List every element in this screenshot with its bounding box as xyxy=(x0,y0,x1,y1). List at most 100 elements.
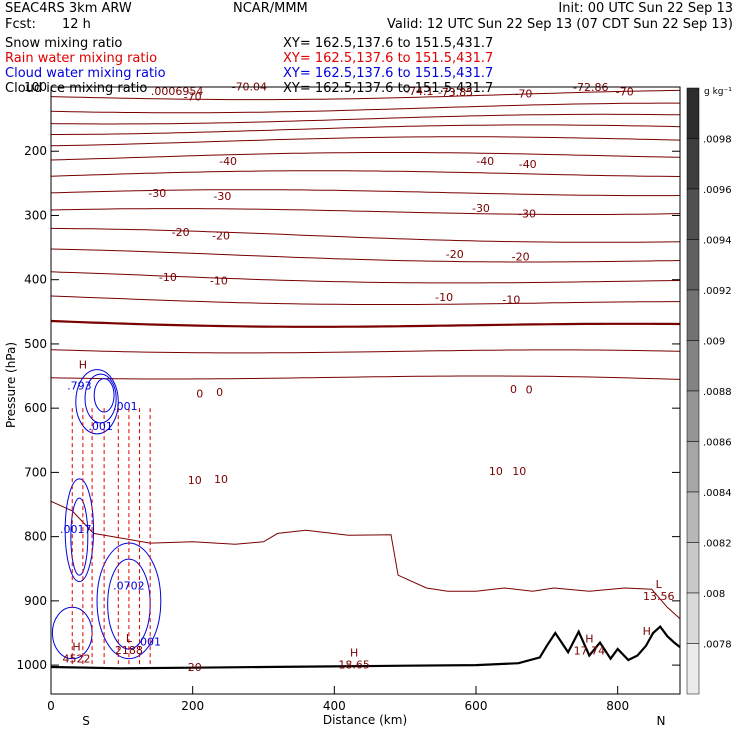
field-cloud-name: Cloud water mixing ratio xyxy=(5,66,166,81)
north-endpoint: N xyxy=(657,714,666,728)
cloud-label: .0702 xyxy=(113,579,145,592)
isotherm-line xyxy=(51,124,681,135)
isotherm-line xyxy=(50,113,681,125)
isotherm-line xyxy=(50,152,681,161)
x-tick-label: 0 xyxy=(47,699,55,713)
valid-time: Valid: 12 UTC Sun 22 Sep 13 (07 CDT Sun … xyxy=(387,17,733,32)
field-ice-xy: XY= 162.5,137.6 to 151.5,431.7 xyxy=(283,81,493,96)
isotherm-label: -20 xyxy=(446,248,464,261)
isotherm-label: 0 xyxy=(216,386,223,399)
top-annotation: .0006954 xyxy=(151,85,204,98)
isotherm-label: -10 xyxy=(159,271,177,284)
isotherm-label: -10 xyxy=(502,294,520,307)
cloud-label: .793 xyxy=(67,380,92,393)
top-annotation: -73.85 xyxy=(438,86,473,99)
colorbar-tick-label: .008 xyxy=(703,589,725,600)
y-tick-label: 900 xyxy=(24,594,47,608)
colorbar-tick-label: .0088 xyxy=(703,387,732,398)
isotherm-line xyxy=(50,248,681,263)
colorbar-unit: g kg⁻¹ xyxy=(704,87,732,97)
colorbar-swatch xyxy=(686,138,700,190)
isotherm-label: 0 xyxy=(196,387,203,400)
init-time: Init: 00 UTC Sun 22 Sep 13 xyxy=(558,1,733,16)
isotherm-label: -70 xyxy=(184,91,202,104)
colorbar-tick-label: .0082 xyxy=(703,539,732,550)
fcst-value: 12 h xyxy=(62,17,91,32)
colorbar-tick-label: .0086 xyxy=(703,438,732,449)
extremum-letter: L xyxy=(656,578,663,591)
x-tick-label: 600 xyxy=(465,699,488,713)
colorbar: .0098 .0096 .0094 .0092 .009 .0088 .0086 .0084.… xyxy=(686,87,732,695)
plot-frame xyxy=(50,86,681,695)
isotherm-line xyxy=(50,89,681,101)
y-tick-label: 200 xyxy=(24,144,47,158)
cloud-water-contour xyxy=(64,478,95,583)
isotherm-line xyxy=(50,208,681,215)
colorbar-swatch xyxy=(686,239,700,291)
field-rain-name: Rain water mixing ratio xyxy=(5,51,157,66)
x-tick-label: 800 xyxy=(606,699,629,713)
isotherm-label: -40 xyxy=(476,155,494,168)
isotherm-label: -20 xyxy=(172,226,190,239)
y-tick-label: 100 xyxy=(24,80,47,94)
isotherm-line xyxy=(50,375,681,380)
colorbar-swatch xyxy=(686,491,700,543)
y-axis-label: Pressure (hPa) xyxy=(4,342,18,428)
center-title: NCAR/MMM xyxy=(233,1,308,16)
isotherm-contours xyxy=(50,89,681,670)
field-cloud-xy: XY= 162.5,137.6 to 151.5,431.7 xyxy=(283,66,493,81)
colorbar-tick-label: .0098 xyxy=(703,135,732,146)
colorbar-swatch xyxy=(686,289,700,341)
colorbar-swatch xyxy=(686,340,700,392)
terrain-line xyxy=(50,624,681,670)
colorbar-swatch xyxy=(686,643,700,695)
colorbar-tick-label: .0092 xyxy=(703,286,732,297)
y-tick-label: 600 xyxy=(24,401,47,415)
colorbar-swatch xyxy=(686,188,700,240)
colorbar-swatch xyxy=(686,592,700,644)
hydrometeor-contours xyxy=(51,369,162,666)
south-endpoint: S xyxy=(82,714,90,728)
extremum-letter: H xyxy=(72,640,80,653)
x-tick-label: 200 xyxy=(181,699,204,713)
y-tick-label: 300 xyxy=(24,208,47,222)
isotherm-line xyxy=(50,136,681,147)
colorbar-tick-label: .0078 xyxy=(703,640,732,651)
cloud-label: .001 xyxy=(137,635,162,648)
isotherm-line xyxy=(50,295,680,305)
cloud-water-contour xyxy=(70,497,89,576)
colorbar-tick-label: .0084 xyxy=(703,488,732,499)
field-rain-xy: XY= 162.5,137.6 to 151.5,431.7 xyxy=(283,51,493,66)
colorbar-swatch xyxy=(686,390,700,442)
isotherm-label: -10 xyxy=(210,274,228,287)
field-snow-xy: XY= 162.5,137.6 to 151.5,431.7 xyxy=(283,36,493,51)
extremum-letter: H xyxy=(79,358,87,371)
isotherm-label: 10 xyxy=(489,465,503,478)
colorbar-swatch xyxy=(686,441,700,493)
extremum-letter: H xyxy=(350,647,358,660)
isotherm-label: -70 xyxy=(616,85,634,98)
extremum-letter: H xyxy=(643,625,651,638)
isotherm-label: -30 xyxy=(213,190,231,203)
y-tick-label: 800 xyxy=(24,530,47,544)
isotherm-line xyxy=(50,271,681,284)
extremum-letter: H xyxy=(585,633,593,646)
y-tick-label: 1000 xyxy=(16,658,47,672)
extremum-value: 13.56 xyxy=(643,590,675,603)
colorbar-tick-label: .0096 xyxy=(703,185,732,196)
isotherm-line xyxy=(50,319,681,328)
x-tick-label: 400 xyxy=(323,699,346,713)
cloud-label: .001 xyxy=(88,420,113,433)
cloud-label: .001 xyxy=(113,400,138,413)
y-tick-label: 500 xyxy=(24,337,47,351)
isotherm-line xyxy=(50,102,680,114)
y-tick-label: 700 xyxy=(24,465,47,479)
field-snow-name: Snow mixing ratio xyxy=(5,36,122,51)
isotherm-label: -30 xyxy=(472,202,490,215)
boundary-layer-contour xyxy=(50,500,681,620)
y-tick-label: 400 xyxy=(24,273,47,287)
isotherm-label: 0 xyxy=(510,383,517,396)
model-title: SEAC4RS 3km ARW xyxy=(5,1,132,16)
